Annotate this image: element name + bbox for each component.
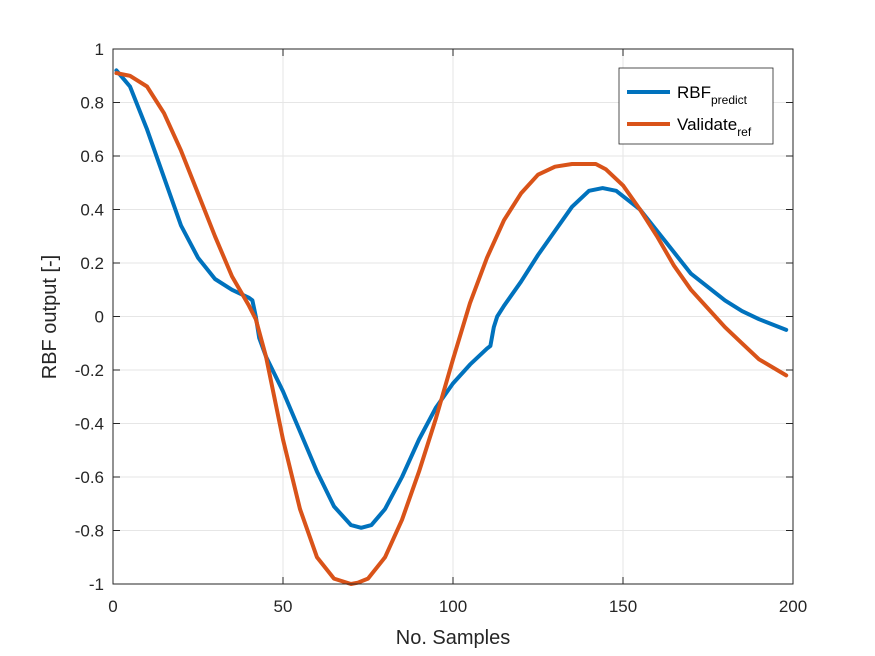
x-tick-label: 0 <box>108 597 117 616</box>
y-tick-label: 0.8 <box>80 94 104 113</box>
y-tick-labels: -1 -0.8 -0.6 -0.4 -0.2 0 0.2 0.4 0.6 0.8 1 <box>75 40 104 594</box>
legend-box <box>618 67 774 145</box>
y-tick-label: -0.4 <box>75 415 104 434</box>
x-tick-label: 150 <box>609 597 637 616</box>
legend-label-validate-ref: Validateref <box>677 115 752 139</box>
y-tick-label: 0.4 <box>80 201 104 220</box>
y-tick-label: 0.2 <box>80 254 104 273</box>
axis-ticks <box>112 48 794 585</box>
x-tick-label: 50 <box>274 597 293 616</box>
y-tick-label: 0.6 <box>80 147 104 166</box>
x-tick-labels: 0 50 100 150 200 <box>108 597 807 616</box>
y-tick-label: -0.8 <box>75 522 104 541</box>
y-axis-label: RBF output [-] <box>39 255 61 380</box>
y-tick-label: -1 <box>89 575 104 594</box>
x-tick-label: 100 <box>439 597 467 616</box>
x-axis-label: No. Samples <box>396 627 511 649</box>
legend-label-main: Validate <box>677 115 737 134</box>
legend: RBFpredict Validateref <box>618 67 774 145</box>
series-group <box>114 68 789 586</box>
series-line-validate-ref <box>114 71 789 586</box>
legend-label-sub: predict <box>711 93 748 107</box>
grid-lines <box>112 48 794 585</box>
y-tick-label: -0.6 <box>75 468 104 487</box>
legend-label-sub: ref <box>737 125 752 139</box>
x-tick-label: 200 <box>779 597 807 616</box>
legend-label-rbf-predict: RBFpredict <box>677 83 748 107</box>
y-tick-label: -0.2 <box>75 361 104 380</box>
y-tick-label: 1 <box>95 40 104 59</box>
legend-label-main: RBF <box>677 83 711 102</box>
y-tick-label: 0 <box>95 308 104 327</box>
